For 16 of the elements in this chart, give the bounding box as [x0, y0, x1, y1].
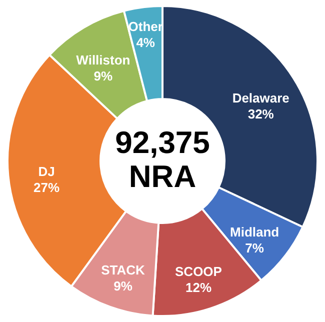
slice-label: Other: [128, 19, 163, 34]
slice-label: Midland: [230, 224, 280, 240]
slice-label: STACK: [101, 262, 146, 278]
slice-label: SCOOP: [175, 264, 222, 279]
data-label: 32%: [248, 106, 274, 122]
slice-label: Delaware: [232, 90, 290, 106]
data-label: 4%: [136, 35, 156, 50]
data-label: 27%: [34, 180, 60, 195]
data-label: 9%: [94, 68, 114, 84]
data-label: 12%: [185, 280, 212, 295]
text: NRA: [128, 159, 196, 194]
slice-label: Williston: [76, 52, 130, 68]
data-label: 9%: [114, 278, 133, 294]
slice-label: DJ: [38, 164, 55, 179]
data-label: 7%: [245, 240, 264, 256]
text: 92,375: [115, 125, 210, 160]
